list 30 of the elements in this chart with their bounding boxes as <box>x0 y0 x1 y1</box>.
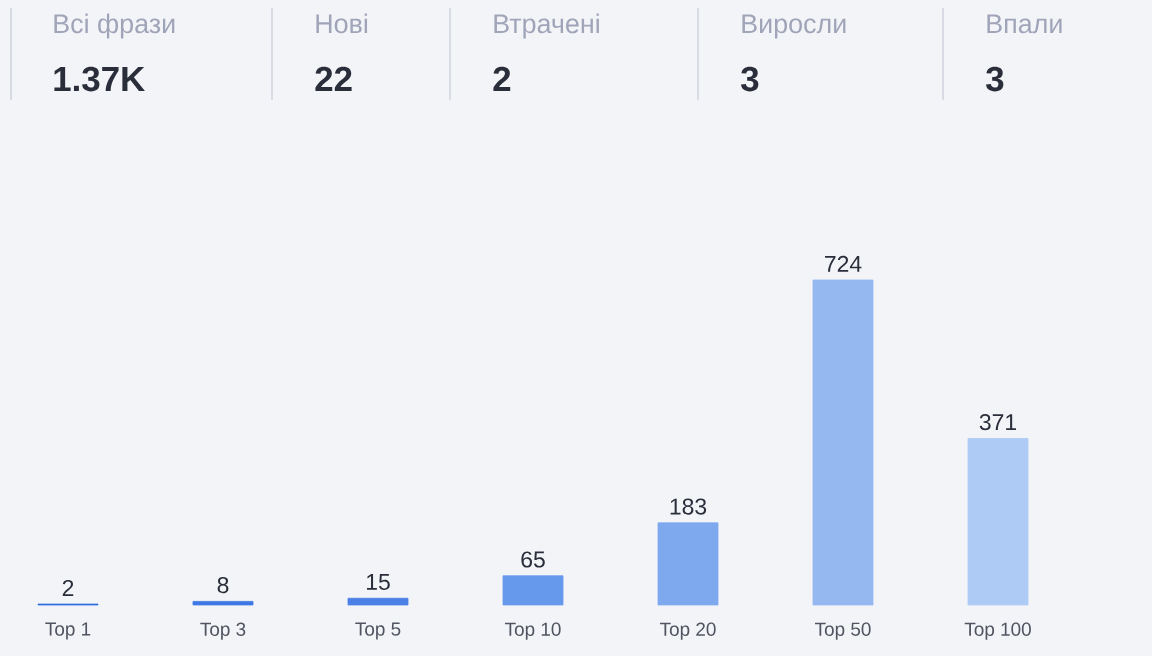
x-tick-label: Top 5 <box>355 622 401 640</box>
bar <box>347 597 409 606</box>
data-label: 371 <box>979 414 1016 431</box>
bar <box>502 575 564 606</box>
x-tick-label: Top 100 <box>964 622 1031 640</box>
text: 22 <box>315 66 352 91</box>
x-tick-label: Top 3 <box>200 622 246 640</box>
data-label: 2 <box>62 579 74 596</box>
category-label: Нові <box>316 13 368 34</box>
category-label: Виросли <box>742 14 846 39</box>
category-label: Всі фрази <box>54 13 175 39</box>
text: 3 <box>741 66 759 92</box>
x-tick-label: Top 10 <box>505 622 561 640</box>
bar <box>967 438 1029 606</box>
category-label: Впали <box>987 14 1062 34</box>
text: 1.37K <box>54 66 145 92</box>
text: 3 <box>986 66 1004 92</box>
bar <box>192 600 254 606</box>
x-tick-label: Top 1 <box>45 622 91 640</box>
data-label: 183 <box>670 498 707 515</box>
bar <box>657 522 719 606</box>
data-label: 724 <box>825 255 862 272</box>
x-tick-label: Top 50 <box>815 622 871 640</box>
data-label: 65 <box>521 551 545 568</box>
category-label: Втрачені <box>494 13 599 39</box>
x-tick-label: Top 20 <box>660 622 716 640</box>
bar <box>812 279 874 606</box>
data-label: 8 <box>217 576 229 594</box>
data-label: 15 <box>367 574 390 591</box>
text: 2 <box>493 66 511 91</box>
